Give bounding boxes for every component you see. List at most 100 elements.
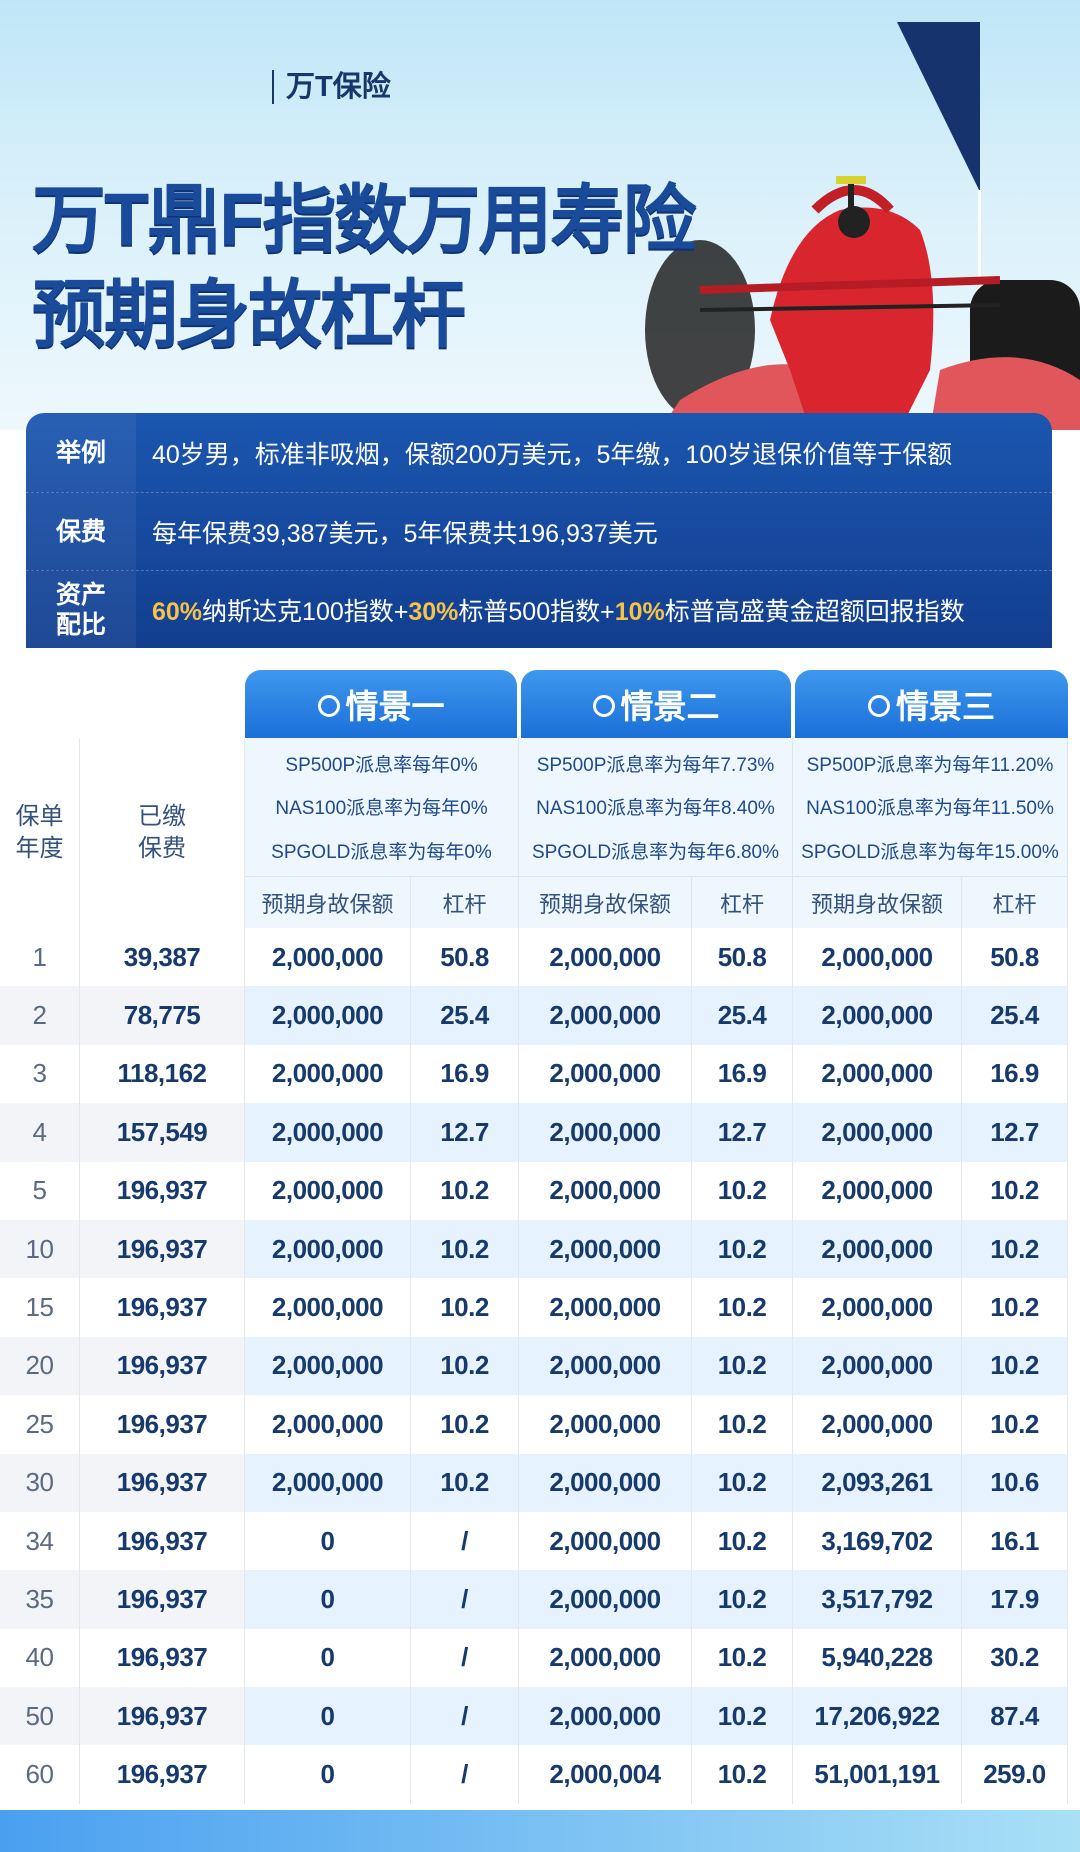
paid-premium-cell: 39,387 — [80, 928, 245, 987]
premium-label: 保费 — [26, 493, 136, 570]
scenario-2-rates: SP500P派息率为每年7.73% NAS100派息率为每年8.40% SPGO… — [519, 738, 793, 876]
s2-death-benefit-cell: 2,000,000 — [519, 1044, 692, 1104]
s2-leverage-cell: 50.8 — [692, 928, 793, 987]
s1-death-benefit-cell: 2,000,000 — [245, 1161, 411, 1220]
s2-death-benefit-cell: 2,000,000 — [519, 1628, 692, 1688]
table-row: 20 196,937 2,000,000 10.2 2,000,000 10.2 2,000… — [0, 1336, 1068, 1396]
rate-sp500p: SP500P派息率为每年7.73% — [536, 755, 775, 777]
policy-year-cell: 20 — [0, 1336, 80, 1396]
s2-leverage-cell: 10.2 — [692, 1278, 793, 1337]
paid-premium-cell: 196,937 — [80, 1628, 245, 1688]
table-row: 25 196,937 2,000,000 10.2 2,000,000 10.2 2,000… — [0, 1395, 1068, 1454]
s1-death-benefit-cell: 0 — [245, 1745, 411, 1804]
page-subtitle: 预期身故杠杆 — [32, 273, 466, 356]
col-amount-3: 预期身故保额 — [793, 876, 962, 928]
paid-premium-cell: 196,937 — [80, 1278, 245, 1337]
rate-nas100: NAS100派息率为每年11.50% — [806, 798, 1054, 820]
s1-leverage-cell: 10.2 — [411, 1161, 519, 1220]
table-row: 5 196,937 2,000,000 10.2 2,000,000 10.2 2,000,… — [0, 1161, 1068, 1220]
s2-leverage-cell: 10.2 — [692, 1219, 793, 1279]
table-body: 1 39,387 2,000,000 50.8 2,000,000 50.8 2,000,0… — [0, 928, 1068, 1804]
rate-nas100: NAS100派息率为每年0% — [275, 798, 488, 820]
s3-death-benefit-cell: 17,206,922 — [793, 1687, 962, 1746]
table-row: 34 196,937 0/2,000,000 10.2 3,169,702 16.1 — [0, 1511, 1068, 1571]
allocation-index: 纳斯达克100指数+ — [202, 597, 409, 626]
allocation-label-line2: 配比 — [55, 610, 106, 639]
policy-year-cell: 2 — [0, 986, 80, 1045]
allocation-pct: 30% — [408, 597, 459, 626]
policy-year-cell: 10 — [0, 1219, 80, 1279]
s3-leverage-cell: 16.1 — [962, 1511, 1068, 1571]
s2-death-benefit-cell: 2,000,000 — [519, 1570, 692, 1629]
allocation-pct: 60% — [152, 597, 203, 626]
paid-premium-cell: 78,775 — [80, 986, 245, 1045]
s3-leverage-cell: 30.2 — [962, 1628, 1068, 1688]
col-amount-2: 预期身故保额 — [519, 876, 692, 928]
table-row: 50 196,937 0/2,000,000 10.2 17,206,922 87.4 — [0, 1687, 1068, 1746]
flag-decoration — [897, 22, 980, 192]
s1-death-benefit-cell: 0 — [245, 1511, 411, 1571]
table-row: 2 78,775 2,000,000 25.4 2,000,000 25.4 2,000,0… — [0, 986, 1068, 1045]
policy-year-cell: 15 — [0, 1278, 80, 1337]
allocation-label-line1: 资产 — [55, 580, 106, 609]
s1-leverage-cell: / — [411, 1745, 519, 1804]
s1-death-benefit-cell: 0 — [245, 1687, 411, 1746]
policy-year-cell: 1 — [0, 928, 80, 987]
s3-death-benefit-cell: 2,000,000 — [793, 928, 962, 987]
table-row: 60 196,937 0/2,000,004 10.2 51,001,191 259.0 — [0, 1745, 1068, 1804]
s2-leverage-cell: 10.2 — [692, 1161, 793, 1220]
s2-leverage-cell: 10.2 — [692, 1453, 793, 1512]
example-info-panel: 举例 40岁男，标准非吸烟，保额200万美元，5年缴，100岁退保价值等于保额 … — [26, 413, 1052, 648]
s3-death-benefit-cell: 2,000,000 — [793, 1278, 962, 1337]
rate-spgold: SPGOLD派息率为每年6.80% — [531, 841, 780, 863]
s2-leverage-cell: 10.2 — [692, 1336, 793, 1396]
col-amount-1: 预期身故保额 — [245, 876, 411, 928]
s2-leverage-cell: 12.7 — [692, 1103, 793, 1162]
s1-leverage-cell: 16.9 — [411, 1044, 519, 1104]
table-row: 40 196,937 0/2,000,000 10.2 5,940,228 30.2 — [0, 1628, 1068, 1688]
s1-death-benefit-cell: 0 — [245, 1570, 411, 1629]
table-row: 1 39,387 2,000,000 50.8 2,000,000 50.8 2,000,0… — [0, 928, 1068, 987]
table-row: 30 196,937 2,000,000 10.2 2,000,000 10.2 2,093… — [0, 1453, 1068, 1512]
s3-death-benefit-cell: 2,093,261 — [793, 1453, 962, 1512]
rate-nas100: NAS100派息率为每年8.40% — [536, 798, 775, 820]
col-leverage-1: 杠杆 — [411, 876, 519, 928]
policy-year-cell: 30 — [0, 1453, 80, 1512]
s2-death-benefit-cell: 2,000,000 — [519, 986, 692, 1045]
example-label: 举例 — [26, 413, 136, 492]
s3-death-benefit-cell: 5,940,228 — [793, 1628, 962, 1688]
year-header: 保单年度 — [0, 738, 80, 928]
policy-year-cell: 4 — [0, 1103, 80, 1162]
rate-sp500p: SP500P派息率每年0% — [285, 755, 478, 777]
table-row: 35 196,937 0/2,000,000 10.2 3,517,792 17.9 — [0, 1570, 1068, 1629]
paid-premium-cell: 196,937 — [80, 1336, 245, 1396]
s1-death-benefit-cell: 2,000,000 — [245, 1044, 411, 1104]
rate-spgold: SPGOLD派息率为每年15.00% — [801, 841, 1059, 863]
s2-leverage-cell: 10.2 — [692, 1395, 793, 1454]
s2-leverage-cell: 10.2 — [692, 1570, 793, 1629]
s3-leverage-cell: 87.4 — [962, 1687, 1068, 1746]
s1-leverage-cell: 25.4 — [411, 986, 519, 1045]
policy-year-cell: 34 — [0, 1511, 80, 1571]
premium-value: 每年保费39,387美元，5年保费共196,937美元 — [152, 519, 658, 548]
s2-leverage-cell: 16.9 — [692, 1044, 793, 1104]
s2-leverage-cell: 10.2 — [692, 1745, 793, 1804]
allocation-index: 标普高盛黄金超额回报指数 — [664, 597, 965, 626]
allocation-label: 资产 配比 — [26, 571, 136, 648]
scenario-name: 情景三 — [896, 688, 995, 725]
paid-premium-cell: 196,937 — [80, 1745, 245, 1804]
scenario-3-header: 情景三 — [795, 670, 1068, 738]
col-leverage-2: 杠杆 — [692, 876, 793, 928]
s1-death-benefit-cell: 2,000,000 — [245, 1219, 411, 1279]
allocation-row: 资产 配比 60%纳斯达克100指数+30%标普500指数+10%标普高盛黄金超额… — [26, 571, 1052, 648]
paid-premium-cell: 157,549 — [80, 1103, 245, 1162]
allocation-pct: 10% — [614, 597, 665, 626]
hero-banner: 万T保险 万T鼎F指数万用寿险 预期身故杠杆 — [0, 0, 1080, 430]
s1-leverage-cell: 10.2 — [411, 1453, 519, 1512]
s1-death-benefit-cell: 2,000,000 — [245, 1103, 411, 1162]
s2-death-benefit-cell: 2,000,000 — [519, 1395, 692, 1454]
footer-bar — [0, 1810, 1080, 1852]
premium-row: 保费 每年保费39,387美元，5年保费共196,937美元 — [26, 493, 1052, 571]
s3-leverage-cell: 12.7 — [962, 1103, 1068, 1162]
search-icon — [317, 695, 340, 717]
